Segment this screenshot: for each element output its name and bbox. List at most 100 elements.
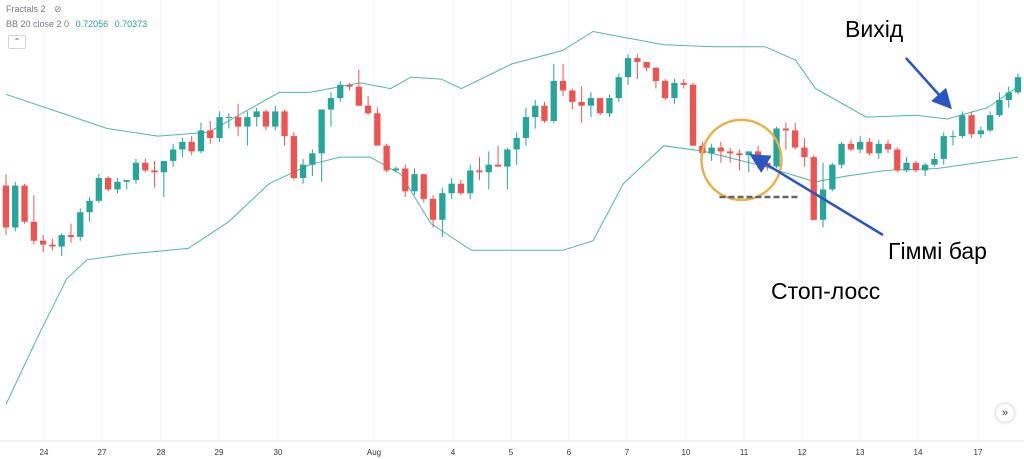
candle-body bbox=[829, 164, 836, 190]
candle-body bbox=[680, 82, 687, 85]
candle-body bbox=[857, 141, 864, 150]
candle-body bbox=[244, 117, 251, 127]
candle bbox=[142, 158, 149, 173]
candle-body bbox=[429, 198, 437, 220]
candle bbox=[420, 174, 427, 203]
candle-body bbox=[643, 62, 650, 68]
candle bbox=[374, 107, 381, 146]
candle bbox=[281, 109, 288, 146]
candle bbox=[392, 166, 400, 173]
candle bbox=[290, 132, 297, 180]
candle-body bbox=[847, 143, 854, 150]
candle-body bbox=[949, 136, 957, 138]
bb-legend[interactable]: BB 20 close 2 0 0.72056 0.70373 bbox=[6, 19, 147, 29]
bb-value-1: 0.72056 bbox=[75, 19, 109, 29]
candle-body bbox=[792, 130, 799, 148]
x-tick-label: 30 bbox=[274, 448, 283, 457]
candle bbox=[708, 143, 715, 161]
candle bbox=[634, 54, 641, 80]
candle bbox=[40, 235, 47, 253]
candle bbox=[727, 147, 734, 163]
candle bbox=[922, 162, 929, 177]
candle-body bbox=[476, 170, 483, 173]
candle-body bbox=[532, 105, 539, 118]
candle bbox=[866, 138, 873, 156]
x-tick-label: 11 bbox=[740, 448, 749, 457]
candle bbox=[773, 126, 780, 169]
fractals-legend[interactable]: Fractals 2 ⊘ bbox=[6, 4, 62, 15]
bb-value-2: 0.70373 bbox=[114, 19, 148, 29]
candle-body bbox=[996, 100, 1003, 116]
candle-body bbox=[884, 143, 892, 150]
candle bbox=[225, 113, 232, 129]
time-axis: 24 27 28 29 30 Aug 4 5 6 7 10 11 12 13 14 17 bbox=[40, 448, 983, 457]
candle-body bbox=[67, 235, 75, 237]
candle bbox=[819, 162, 827, 228]
candle bbox=[968, 111, 975, 139]
annotation-overlay bbox=[700, 57, 952, 237]
eye-off-icon[interactable]: ⊘ bbox=[54, 4, 62, 14]
x-tick-label: 14 bbox=[914, 448, 923, 457]
candle bbox=[30, 195, 37, 245]
candle bbox=[114, 178, 121, 194]
exit-annotation: Вихід bbox=[845, 16, 904, 42]
candle bbox=[197, 122, 205, 154]
candle bbox=[318, 109, 325, 182]
candle-body bbox=[105, 178, 112, 190]
x-tick-label: 7 bbox=[625, 448, 630, 457]
candle-body bbox=[959, 115, 966, 137]
candle-body bbox=[866, 141, 873, 154]
candle-body bbox=[392, 168, 400, 171]
candle-body bbox=[782, 128, 789, 131]
candle-body bbox=[736, 153, 743, 156]
candle bbox=[58, 233, 65, 256]
candle-body bbox=[922, 164, 929, 171]
scroll-to-realtime-button[interactable]: » bbox=[996, 404, 1014, 422]
candle-body bbox=[364, 105, 372, 114]
candle bbox=[132, 158, 140, 184]
candle-body bbox=[170, 149, 177, 161]
candle bbox=[235, 103, 242, 137]
double-chevron-right-icon: » bbox=[1001, 407, 1009, 419]
candle bbox=[105, 176, 112, 192]
x-tick-label: 10 bbox=[682, 448, 691, 457]
candle-body bbox=[504, 149, 511, 167]
candle bbox=[411, 168, 418, 196]
candle-body bbox=[977, 130, 984, 135]
candle bbox=[857, 136, 864, 154]
candle bbox=[717, 141, 724, 163]
candle-body bbox=[188, 141, 195, 152]
candle bbox=[364, 96, 372, 116]
candle bbox=[467, 164, 474, 199]
candle-body bbox=[299, 164, 307, 178]
candle-body bbox=[578, 101, 585, 106]
collapse-legend-button[interactable]: ⌃ bbox=[8, 35, 26, 49]
candle bbox=[151, 160, 158, 188]
candle-body bbox=[235, 117, 242, 127]
candle-body bbox=[114, 181, 121, 190]
candle-body bbox=[931, 159, 938, 165]
candle bbox=[494, 145, 502, 167]
candle-body bbox=[216, 117, 223, 138]
candle bbox=[207, 120, 214, 144]
candle bbox=[513, 132, 520, 165]
candle-body bbox=[151, 170, 158, 173]
candle-body bbox=[262, 111, 270, 127]
candle bbox=[170, 143, 177, 167]
candle-body bbox=[624, 58, 632, 78]
candle bbox=[439, 187, 446, 237]
candle-body bbox=[903, 162, 910, 171]
x-tick-label: 17 bbox=[974, 448, 983, 457]
candle-body bbox=[717, 147, 724, 152]
candle bbox=[801, 138, 808, 167]
candle-body bbox=[95, 178, 102, 201]
candle bbox=[532, 100, 539, 129]
x-tick-label: 5 bbox=[509, 448, 514, 457]
candle-body bbox=[142, 162, 149, 171]
candle bbox=[959, 111, 966, 139]
candle-body bbox=[689, 84, 697, 146]
grid bbox=[43, 0, 979, 441]
exit-arrow bbox=[905, 57, 952, 110]
candle bbox=[624, 54, 632, 85]
